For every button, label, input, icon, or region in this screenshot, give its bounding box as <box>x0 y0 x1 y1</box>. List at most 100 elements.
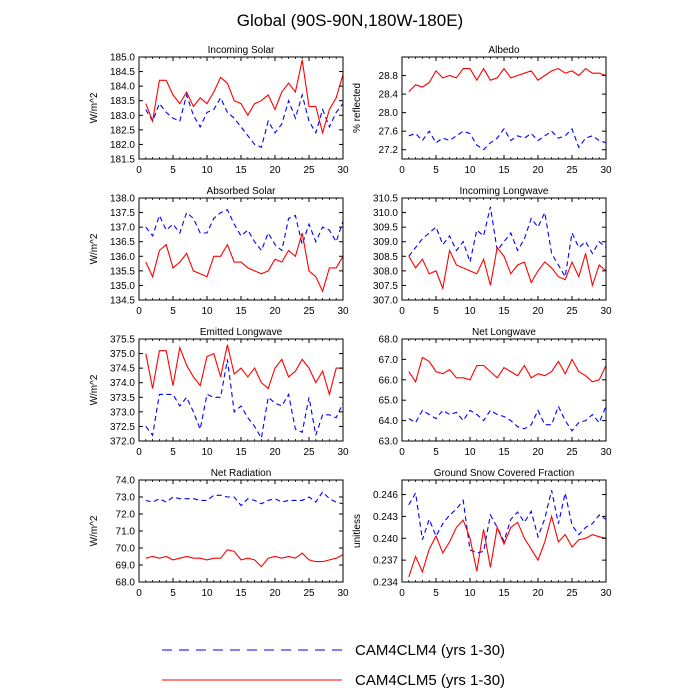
x-tick-label: 5 <box>170 165 176 176</box>
y-tick-label: 0.243 <box>373 512 398 523</box>
x-tick-label: 30 <box>600 306 612 317</box>
y-tick-label: 27.6 <box>379 127 399 138</box>
y-tick-label: 184.0 <box>110 82 135 93</box>
y-tick-label: 308.5 <box>373 252 398 263</box>
y-tick-label: 69.0 <box>116 561 136 572</box>
series-line-cam4clm4 <box>408 490 607 554</box>
y-tick-label: 0.237 <box>373 556 398 567</box>
x-tick-label: 25 <box>566 447 578 458</box>
x-tick-label: 10 <box>464 306 476 317</box>
x-tick-label: 30 <box>337 588 349 599</box>
y-tick-label: 71.0 <box>116 527 136 538</box>
y-tick-label: 72.0 <box>116 510 136 521</box>
x-tick-label: 5 <box>170 447 176 458</box>
x-tick-label: 5 <box>170 306 176 317</box>
x-tick-label: 0 <box>399 306 405 317</box>
x-tick-label: 25 <box>566 588 578 599</box>
x-tick-label: 10 <box>201 306 213 317</box>
panel-incoming-solar: 0 5 10 15 20 25 30 181.5 182.0 182.5 183.0 183.5 184… <box>89 45 349 176</box>
plot-frame <box>138 56 344 160</box>
x-tick-label: 25 <box>303 447 315 458</box>
x-tick-label: 0 <box>399 165 405 176</box>
x-tick-label: 25 <box>303 306 315 317</box>
x-tick-label: 5 <box>433 306 439 317</box>
panel-incoming-longwave: 0 5 10 15 20 25 30 307.0 307.5 308.0 308.5 309.0 309… <box>373 186 612 317</box>
y-tick-label: 28.8 <box>379 71 399 82</box>
x-tick-label: 30 <box>337 447 349 458</box>
x-tick-label: 10 <box>201 447 213 458</box>
x-tick-label: 20 <box>269 165 281 176</box>
y-tick-label: 137.5 <box>110 208 135 219</box>
y-tick-label: 184.5 <box>110 67 135 78</box>
x-tick-label: 15 <box>498 447 510 458</box>
y-tick-label: 310.0 <box>373 208 398 219</box>
y-axis-label: % reflected <box>352 83 363 133</box>
plot-frame <box>138 479 344 583</box>
y-tick-label: 307.5 <box>373 281 398 292</box>
series-line-cam4clm4 <box>145 92 344 149</box>
x-tick-label: 25 <box>566 165 578 176</box>
y-axis-label: W/m^2 <box>89 515 100 546</box>
y-tick-label: 372.0 <box>110 437 135 448</box>
series-line-cam4clm4 <box>145 359 344 440</box>
x-tick-label: 0 <box>399 447 405 458</box>
x-tick-label: 20 <box>269 306 281 317</box>
x-tick-label: 5 <box>433 165 439 176</box>
legend-label-cam4clm4: CAM4CLM4 (yrs 1-30) <box>355 642 505 659</box>
x-tick-label: 20 <box>532 306 544 317</box>
series-line-cam4clm4 <box>408 127 607 151</box>
figure-title: Global (90S-90N,180W-180E) <box>237 11 463 30</box>
y-tick-label: 185.0 <box>110 53 135 64</box>
panel-title: Incoming Longwave <box>460 186 549 197</box>
series-line-cam4clm5 <box>145 59 344 135</box>
x-tick-label: 10 <box>464 165 476 176</box>
x-tick-label: 5 <box>433 588 439 599</box>
y-tick-label: 63.0 <box>379 437 399 448</box>
panel-title: Ground Snow Covered Fraction <box>434 468 575 479</box>
plot-frame <box>401 338 607 442</box>
y-tick-label: 135.0 <box>110 281 135 292</box>
y-tick-label: 309.5 <box>373 223 398 234</box>
x-tick-label: 30 <box>600 165 612 176</box>
series-line-cam4clm4 <box>408 404 607 432</box>
x-tick-label: 20 <box>532 588 544 599</box>
y-tick-label: 66.0 <box>379 375 399 386</box>
y-tick-label: 374.5 <box>110 364 135 375</box>
panel-absorbed-solar: 0 5 10 15 20 25 30 134.5 135.0 135.5 136.0 136.5 137… <box>89 186 349 317</box>
panel-title: Emitted Longwave <box>200 327 283 338</box>
y-tick-label: 0.240 <box>373 534 398 545</box>
y-tick-label: 372.5 <box>110 422 135 433</box>
y-tick-label: 28.4 <box>379 90 399 101</box>
x-tick-label: 15 <box>498 165 510 176</box>
legend: CAM4CLM4 (yrs 1-30) CAM4CLM5 (yrs 1-30) <box>162 642 505 689</box>
y-tick-label: 181.5 <box>110 155 135 166</box>
x-tick-label: 30 <box>337 165 349 176</box>
y-tick-label: 182.5 <box>110 125 135 136</box>
x-tick-label: 0 <box>136 447 142 458</box>
y-axis-label: W/m^2 <box>89 374 100 405</box>
panels: 0 5 10 15 20 25 30 181.5 182.0 182.5 183.0 183.5 184… <box>89 45 612 599</box>
series-line-cam4clm4 <box>145 491 344 507</box>
y-tick-label: 374.0 <box>110 378 135 389</box>
y-tick-label: 310.5 <box>373 194 398 205</box>
panel-ground-snow-covered-fraction: 0 5 10 15 20 25 30 0.234 0.237 0.240 0.243 0.246 Gro… <box>352 468 612 599</box>
x-tick-label: 15 <box>235 306 247 317</box>
y-tick-label: 73.0 <box>116 493 136 504</box>
y-axis-label: W/m^2 <box>89 92 100 123</box>
plot-frame <box>138 338 344 442</box>
x-tick-label: 30 <box>337 306 349 317</box>
series-line-cam4clm5 <box>408 356 607 384</box>
y-tick-label: 373.0 <box>110 407 135 418</box>
x-tick-label: 10 <box>201 165 213 176</box>
y-tick-label: 74.0 <box>116 476 136 487</box>
panel-title: Net Longwave <box>472 327 536 338</box>
x-tick-label: 25 <box>303 165 315 176</box>
x-tick-label: 15 <box>235 588 247 599</box>
panel-title: Incoming Solar <box>208 45 275 56</box>
series-line-cam4clm5 <box>408 246 607 291</box>
y-tick-label: 375.5 <box>110 335 135 346</box>
y-tick-label: 134.5 <box>110 296 135 307</box>
y-tick-label: 0.246 <box>373 490 398 501</box>
x-tick-label: 0 <box>399 588 405 599</box>
